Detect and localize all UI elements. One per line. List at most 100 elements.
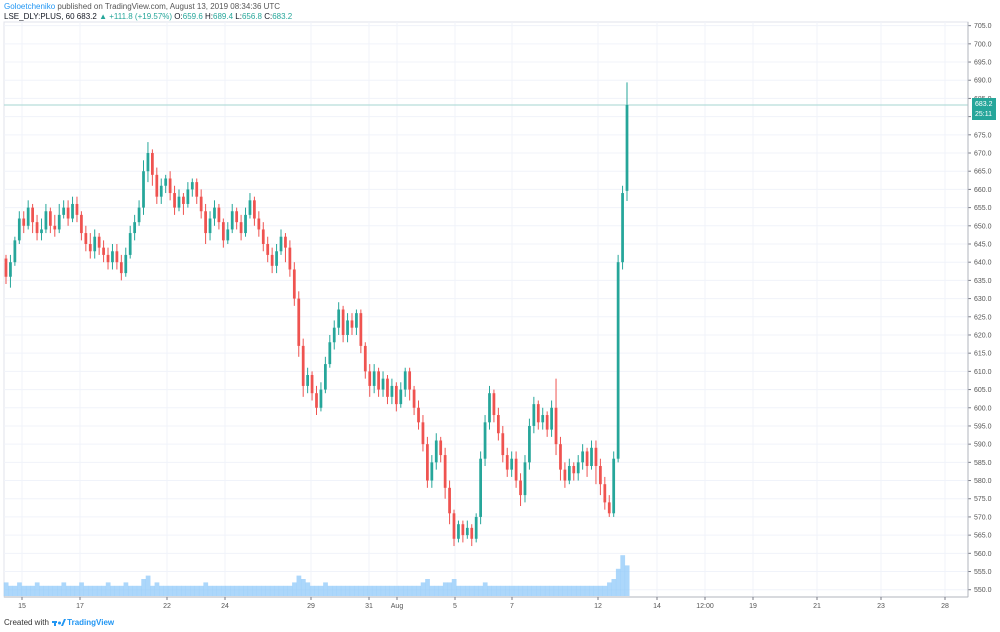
candle-body <box>261 229 265 244</box>
volume-bar <box>527 585 532 596</box>
y-tick-label: 665.0 <box>974 169 992 176</box>
candle-body <box>430 462 434 481</box>
volume-bar <box>88 585 93 596</box>
volume-bar <box>509 585 515 596</box>
volume-bar <box>61 582 67 596</box>
last-price-tag: 683.2 25:11 <box>972 98 996 120</box>
candle-body <box>386 378 389 397</box>
volume-bar <box>256 585 262 596</box>
candle-body <box>607 502 611 514</box>
candle-body <box>448 487 451 514</box>
candle-body <box>71 203 74 219</box>
candle-body <box>461 524 465 536</box>
volume-bar <box>354 585 359 596</box>
volume-bar <box>283 585 288 596</box>
volume-bar <box>549 585 555 596</box>
y-tick-label: 590.0 <box>974 442 992 449</box>
volume-bar <box>327 585 333 596</box>
candle-body <box>603 484 607 503</box>
volume-bar <box>300 579 306 596</box>
volume-bar <box>123 582 129 596</box>
volume-bar <box>318 585 324 596</box>
volume-bar <box>190 585 195 596</box>
candle-body <box>66 207 70 219</box>
volume-bar <box>536 585 541 596</box>
candle-body <box>151 153 154 175</box>
volume-bar <box>83 585 89 596</box>
candle-body <box>483 422 487 459</box>
volume-bar <box>544 585 550 596</box>
candle-body <box>133 222 137 234</box>
candle-body <box>576 462 580 474</box>
candle-body <box>40 229 43 234</box>
x-tick-label: 23 <box>877 603 885 610</box>
candle-body <box>186 189 190 204</box>
candle-body <box>253 200 256 219</box>
volume-bar <box>57 585 62 596</box>
candle-body <box>230 211 234 230</box>
candle-body <box>88 243 92 252</box>
volume-bar <box>487 585 493 596</box>
price-tag-price: 683.2 <box>975 101 993 108</box>
volume-bar <box>110 585 115 596</box>
y-tick-label: 555.0 <box>974 569 992 576</box>
candle-body <box>173 193 176 208</box>
x-tick-label: 19 <box>749 603 757 610</box>
volume-bar <box>451 579 457 596</box>
candle-body <box>155 174 159 197</box>
volume-bar <box>558 585 563 596</box>
volume-bar <box>25 585 31 596</box>
candle-body <box>505 455 509 470</box>
y-tick-label: 630.0 <box>974 296 992 303</box>
volume-bar <box>496 585 501 596</box>
y-tick-label: 595.0 <box>974 423 992 430</box>
volume-bar <box>119 585 124 596</box>
y-tick-label: 625.0 <box>974 314 992 321</box>
candle-body <box>599 465 602 485</box>
volume-bar <box>3 582 9 596</box>
volume-bar <box>602 585 608 596</box>
volume-bar <box>127 585 133 596</box>
candle-body <box>62 207 66 215</box>
volume-bar <box>385 585 390 596</box>
tradingview-brand[interactable]: TradingView <box>67 618 115 627</box>
volume-bar <box>429 585 435 596</box>
volume-bar <box>198 585 204 596</box>
candle-body <box>26 207 30 226</box>
candle-body <box>479 458 482 517</box>
volume-bar <box>336 585 342 596</box>
candle-body <box>434 440 438 463</box>
volume-bar <box>345 585 351 596</box>
candle-body <box>541 415 545 423</box>
volume-bar <box>154 582 160 596</box>
volume-bar <box>420 582 426 596</box>
x-tick-label: 7 <box>510 603 514 610</box>
volume-bar <box>456 585 461 596</box>
volume-bar <box>150 585 155 596</box>
candle-body <box>501 433 505 456</box>
candle-body <box>128 233 132 255</box>
candle-body <box>474 516 478 539</box>
candle-body <box>510 458 514 470</box>
candle-body <box>310 375 314 394</box>
volume-bar <box>584 585 590 596</box>
volume-bar <box>434 585 439 596</box>
volume-bar <box>163 585 169 596</box>
volume-bar <box>314 585 320 596</box>
author-name[interactable]: Goloetcheniko <box>4 2 56 11</box>
open-value: 659.6 <box>182 12 203 21</box>
low-value: 656.8 <box>241 12 262 21</box>
candle-body <box>124 254 128 274</box>
y-tick-label: 640.0 <box>974 260 992 267</box>
volume-bar <box>167 585 173 596</box>
publish-info: Goloetcheniko published on TradingView.c… <box>4 2 280 12</box>
volume-bar <box>540 585 546 596</box>
candle-body <box>292 269 296 299</box>
volume-bar <box>12 585 18 596</box>
volume-bar <box>358 585 364 596</box>
x-tick-label: 12 <box>594 603 602 610</box>
volume-bar <box>482 582 488 596</box>
candle-body <box>9 262 12 277</box>
candle-body <box>4 258 8 277</box>
